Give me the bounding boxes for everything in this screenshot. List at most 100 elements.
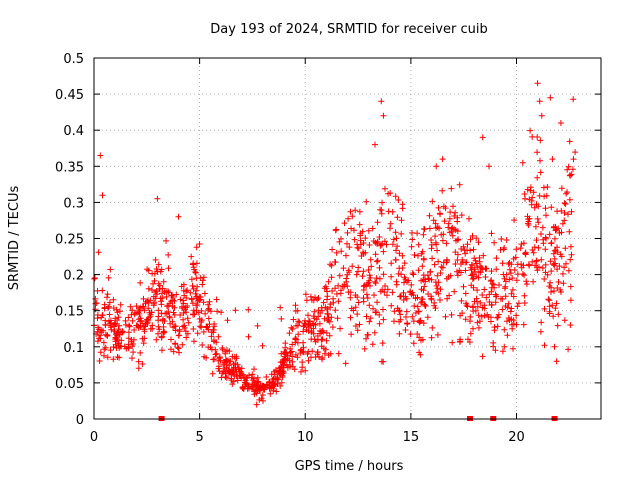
data-point <box>347 208 354 215</box>
data-point <box>281 361 287 368</box>
data-point <box>347 294 354 301</box>
data-point <box>321 350 328 357</box>
data-point <box>410 340 417 347</box>
data-point <box>467 313 474 320</box>
data-point <box>213 350 220 357</box>
data-point <box>447 209 454 216</box>
data-point <box>326 318 333 325</box>
data-point <box>107 266 114 273</box>
data-point <box>409 236 416 243</box>
data-point <box>382 283 388 289</box>
data-point <box>336 238 343 245</box>
data-point <box>349 213 356 220</box>
data-point <box>372 251 379 258</box>
data-point <box>117 329 123 336</box>
data-point <box>335 298 342 305</box>
data-point <box>189 282 196 289</box>
data-point <box>434 272 441 279</box>
data-point <box>443 240 450 247</box>
data-point <box>425 275 432 282</box>
data-point <box>258 395 265 402</box>
data-point <box>243 380 250 387</box>
data-point <box>467 236 474 243</box>
data-point <box>135 358 142 365</box>
data-point <box>501 275 508 282</box>
data-point <box>324 288 331 295</box>
data-point <box>389 208 396 215</box>
data-point <box>513 246 520 253</box>
data-point <box>155 330 161 337</box>
data-point <box>145 305 152 312</box>
data-point <box>302 317 308 324</box>
data-point <box>418 299 425 306</box>
data-point <box>351 236 358 243</box>
data-point <box>554 266 561 273</box>
data-point <box>521 272 528 279</box>
data-point <box>550 250 557 257</box>
data-point <box>470 325 476 332</box>
data-point <box>562 201 569 207</box>
data-point <box>504 304 511 311</box>
data-point <box>523 278 530 285</box>
data-point <box>506 276 513 283</box>
data-point <box>437 270 444 276</box>
data-point <box>412 310 419 316</box>
data-point <box>287 345 294 352</box>
data-point <box>274 375 281 382</box>
data-point <box>546 310 553 317</box>
data-point <box>302 367 309 374</box>
data-point <box>343 278 350 285</box>
data-point <box>519 159 526 166</box>
data-point <box>303 297 310 304</box>
data-point <box>394 243 401 250</box>
data-point <box>184 287 191 294</box>
data-point <box>260 382 267 389</box>
data-point <box>551 235 558 242</box>
data-points <box>91 80 579 408</box>
y-tick-label: 0.3 <box>63 196 84 211</box>
data-point <box>572 149 579 156</box>
data-point <box>432 305 439 312</box>
data-point <box>278 350 285 357</box>
data-point <box>431 261 438 268</box>
data-point <box>558 185 565 192</box>
data-point <box>348 305 355 312</box>
data-point <box>193 244 200 251</box>
data-point <box>206 305 212 312</box>
data-point <box>226 348 233 355</box>
data-point <box>347 314 354 321</box>
data-point <box>99 192 106 199</box>
data-point <box>288 324 295 331</box>
data-point <box>483 294 490 301</box>
data-point <box>565 267 572 274</box>
data-point <box>451 288 458 295</box>
data-point <box>319 356 325 363</box>
data-point <box>458 212 465 219</box>
data-point <box>558 229 565 236</box>
data-point <box>449 339 456 346</box>
data-point <box>371 329 378 336</box>
data-point <box>314 296 321 303</box>
data-point <box>569 166 576 173</box>
data-point <box>481 312 488 319</box>
data-point <box>497 295 504 302</box>
data-point <box>289 326 296 332</box>
data-point <box>519 271 526 277</box>
data-point <box>328 274 335 281</box>
data-point <box>304 350 311 357</box>
data-point <box>356 321 363 328</box>
data-point <box>470 275 477 282</box>
data-point <box>474 298 480 305</box>
data-point <box>139 335 146 342</box>
data-point <box>374 299 381 306</box>
data-point <box>158 298 165 305</box>
data-point <box>194 283 201 290</box>
data-point <box>248 374 255 381</box>
data-point <box>458 297 465 304</box>
data-point <box>542 205 549 212</box>
data-point <box>291 366 298 373</box>
data-point <box>441 218 448 225</box>
data-point <box>279 374 286 381</box>
data-point <box>534 149 541 156</box>
data-point <box>352 304 359 311</box>
